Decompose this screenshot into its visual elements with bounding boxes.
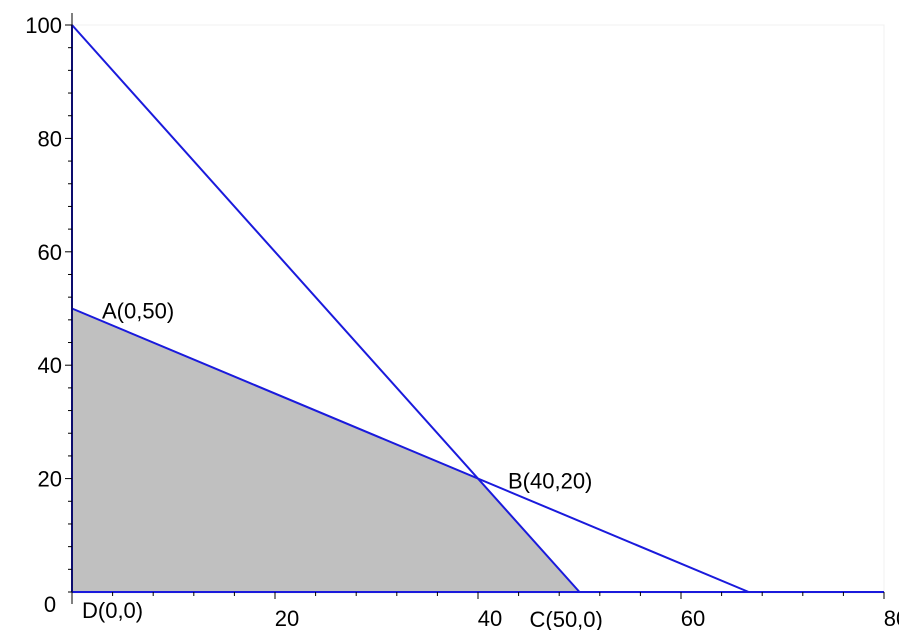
y-tick-label: 40 bbox=[38, 353, 62, 378]
y-tick-label: 20 bbox=[38, 467, 62, 492]
vertex-label-b: B(40,20) bbox=[508, 469, 592, 494]
x-tick-label: 40 bbox=[478, 606, 502, 630]
feasible-region bbox=[72, 308, 580, 592]
y-tick-label: 80 bbox=[38, 126, 62, 151]
vertex-label-c: C(50,0) bbox=[530, 607, 603, 630]
constraint-line-1 bbox=[71, 24, 581, 593]
y-tick-label: 100 bbox=[25, 13, 62, 38]
y-tick-label: 60 bbox=[38, 240, 62, 265]
x-tick-label: 0 bbox=[44, 592, 56, 617]
x-tick-label: 80 bbox=[884, 606, 899, 630]
constraint-line-2 bbox=[71, 307, 750, 593]
x-tick-label: 60 bbox=[681, 606, 705, 630]
vertex-label-a: A(0,50) bbox=[102, 299, 174, 324]
x-tick-label: 20 bbox=[275, 606, 299, 630]
vertex-label-d: D(0,0) bbox=[82, 598, 143, 623]
